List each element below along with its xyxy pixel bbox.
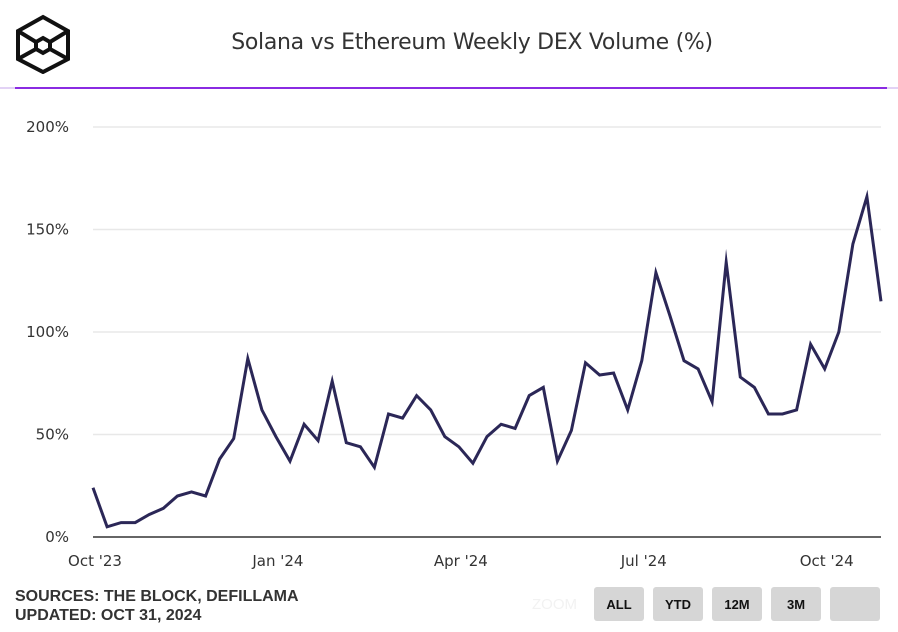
data-point[interactable] xyxy=(159,504,167,512)
zoom-blank-button[interactable] xyxy=(830,587,880,621)
title-divider xyxy=(15,87,887,89)
data-point[interactable] xyxy=(722,258,730,266)
zoom-3m-button[interactable]: 3M xyxy=(771,587,821,621)
y-axis-ticks: 0% 50% 100% 150% 200% xyxy=(26,118,69,546)
data-point[interactable] xyxy=(385,410,393,418)
data-point[interactable] xyxy=(610,369,618,377)
data-point[interactable] xyxy=(483,433,491,441)
data-point[interactable] xyxy=(469,459,477,467)
data-point[interactable] xyxy=(188,488,196,496)
data-point[interactable] xyxy=(145,510,153,518)
the-block-logo-icon xyxy=(16,14,70,74)
x-tick-label: Apr '24 xyxy=(434,552,488,570)
data-point[interactable] xyxy=(511,424,519,432)
data-point[interactable] xyxy=(694,365,702,373)
data-point[interactable] xyxy=(300,420,308,428)
data-point[interactable] xyxy=(131,519,139,527)
data-point[interactable] xyxy=(314,437,322,445)
data-point[interactable] xyxy=(863,193,871,201)
x-tick-label: Jan '24 xyxy=(251,552,303,570)
data-point[interactable] xyxy=(216,455,224,463)
data-point[interactable] xyxy=(539,383,547,391)
zoom-12m-button[interactable]: 12M xyxy=(712,587,762,621)
data-point[interactable] xyxy=(638,357,646,365)
data-point[interactable] xyxy=(877,297,885,305)
data-point[interactable] xyxy=(750,383,758,391)
gridlines xyxy=(93,126,881,436)
x-axis-ticks: Oct '23 Jan '24 Apr '24 Jul '24 Oct '24 xyxy=(68,552,854,570)
data-point[interactable] xyxy=(821,365,829,373)
x-tick-label: Oct '24 xyxy=(800,552,854,570)
y-tick-label: 0% xyxy=(45,528,69,546)
updated-text: UPDATED: OCT 31, 2024 xyxy=(15,607,202,624)
data-point[interactable] xyxy=(582,359,590,367)
data-point[interactable] xyxy=(413,392,421,400)
data-point[interactable] xyxy=(793,406,801,414)
data-point[interactable] xyxy=(173,492,181,500)
data-point[interactable] xyxy=(666,312,674,320)
data-point[interactable] xyxy=(399,414,407,422)
title-divider-right xyxy=(887,87,898,89)
data-point[interactable] xyxy=(525,392,533,400)
data-point[interactable] xyxy=(652,269,660,277)
chart-footer: SOURCES: THE BLOCK, DEFILLAMA UPDATED: O… xyxy=(15,587,299,625)
data-point[interactable] xyxy=(455,443,463,451)
data-point[interactable] xyxy=(553,457,561,465)
data-point[interactable] xyxy=(497,420,505,428)
data-point[interactable] xyxy=(427,406,435,414)
data-point[interactable] xyxy=(286,457,294,465)
y-tick-label: 150% xyxy=(26,221,69,239)
data-point[interactable] xyxy=(708,398,716,406)
data-point[interactable] xyxy=(230,435,238,443)
x-tick-label: Oct '23 xyxy=(68,552,122,570)
data-point[interactable] xyxy=(103,523,111,531)
y-tick-label: 100% xyxy=(26,323,69,341)
sources-text: SOURCES: THE BLOCK, DEFILLAMA xyxy=(15,588,299,605)
y-tick-label: 50% xyxy=(36,426,69,444)
data-point[interactable] xyxy=(370,463,378,471)
data-point[interactable] xyxy=(202,492,210,500)
series-line xyxy=(91,189,883,529)
data-point[interactable] xyxy=(680,357,688,365)
data-point[interactable] xyxy=(272,433,280,441)
data-point[interactable] xyxy=(835,328,843,336)
data-point[interactable] xyxy=(328,377,336,385)
zoom-all-button[interactable]: ALL xyxy=(594,587,644,621)
data-point[interactable] xyxy=(596,371,604,379)
data-point[interactable] xyxy=(779,410,787,418)
data-point[interactable] xyxy=(624,406,632,414)
data-point[interactable] xyxy=(89,484,97,492)
data-point[interactable] xyxy=(258,406,266,414)
data-point[interactable] xyxy=(342,439,350,447)
title-divider-left xyxy=(0,87,15,89)
x-tick-label: Jul '24 xyxy=(620,552,667,570)
data-point[interactable] xyxy=(736,373,744,381)
data-point[interactable] xyxy=(567,426,575,434)
series-group xyxy=(89,189,885,531)
chart-title: Solana vs Ethereum Weekly DEX Volume (%) xyxy=(231,30,713,55)
data-point[interactable] xyxy=(807,340,815,348)
zoom-label: ZOOM xyxy=(532,596,577,613)
data-point[interactable] xyxy=(244,355,252,363)
zoom-ytd-button[interactable]: YTD xyxy=(653,587,703,621)
data-point[interactable] xyxy=(849,240,857,248)
data-point[interactable] xyxy=(356,443,364,451)
data-point[interactable] xyxy=(764,410,772,418)
data-point[interactable] xyxy=(441,433,449,441)
y-tick-label: 200% xyxy=(26,118,69,136)
data-point[interactable] xyxy=(117,519,125,527)
